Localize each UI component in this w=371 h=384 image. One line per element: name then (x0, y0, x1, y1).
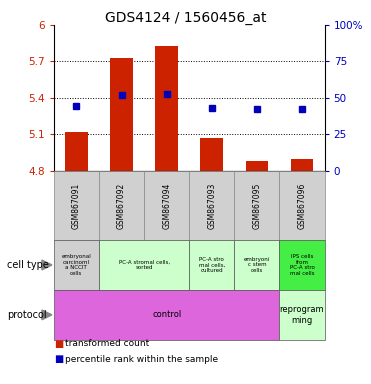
Text: GSM867091: GSM867091 (72, 182, 81, 228)
Bar (234, 171, 279, 240)
Text: GSM867093: GSM867093 (207, 182, 216, 228)
Bar (54, 240, 99, 290)
Bar (54, 290, 279, 340)
Bar (155, 46, 178, 171)
Text: ■: ■ (54, 339, 63, 349)
Bar (279, 171, 325, 240)
Polygon shape (42, 260, 52, 270)
Bar (200, 138, 223, 171)
Text: PC-A stro
mal cells,
cultured: PC-A stro mal cells, cultured (198, 257, 225, 273)
Text: ■: ■ (54, 354, 63, 364)
Bar (291, 159, 313, 171)
Bar (189, 240, 234, 290)
Bar (234, 240, 279, 290)
Bar (99, 171, 144, 240)
Text: protocol: protocol (7, 310, 47, 320)
Text: embryonal
carcinoml
a NCCIT
cells: embryonal carcinoml a NCCIT cells (62, 254, 91, 276)
Text: transformed count: transformed count (65, 339, 149, 348)
Bar (65, 132, 88, 171)
Text: embryoni
c stem
cells: embryoni c stem cells (244, 257, 270, 273)
Text: cell type: cell type (7, 260, 49, 270)
Text: PC-A stromal cells,
sorted: PC-A stromal cells, sorted (118, 260, 170, 270)
Text: percentile rank within the sample: percentile rank within the sample (65, 354, 218, 364)
Bar (110, 58, 133, 171)
Text: reprogram
ming: reprogram ming (280, 305, 324, 324)
Bar (279, 290, 325, 340)
Bar (189, 171, 234, 240)
Text: GSM867092: GSM867092 (117, 182, 126, 228)
Bar (279, 240, 325, 290)
Bar (246, 161, 268, 171)
Text: control: control (152, 310, 181, 319)
Text: GSM867096: GSM867096 (298, 182, 306, 228)
Text: GSM867095: GSM867095 (252, 182, 262, 228)
Polygon shape (42, 310, 52, 320)
Text: GSM867094: GSM867094 (162, 182, 171, 228)
Bar (144, 171, 189, 240)
Text: IPS cells
from
PC-A stro
mal cells: IPS cells from PC-A stro mal cells (290, 254, 315, 276)
Bar (99, 240, 189, 290)
Text: GDS4124 / 1560456_at: GDS4124 / 1560456_at (105, 11, 266, 25)
Bar (54, 171, 99, 240)
